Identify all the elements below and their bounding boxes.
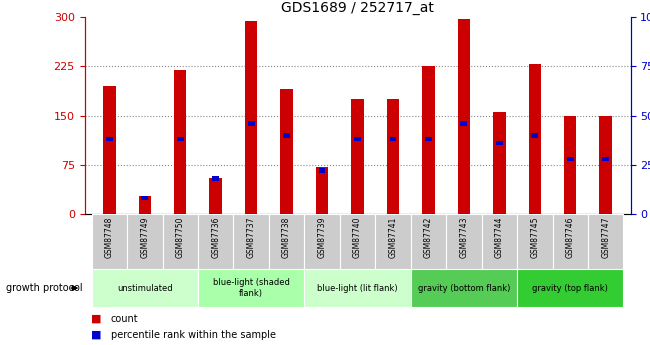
Bar [233,214,269,269]
Text: GSM87740: GSM87740 [353,217,362,258]
Bar [209,178,222,214]
Bar [92,269,198,307]
Text: GSM87745: GSM87745 [530,217,540,258]
Bar [318,168,326,173]
Bar [174,70,187,214]
Text: GSM87750: GSM87750 [176,217,185,258]
Bar [599,116,612,214]
Bar [354,137,361,141]
Bar [552,214,588,269]
Bar [162,214,198,269]
Bar [198,214,233,269]
Bar [446,214,482,269]
Text: gravity (top flank): gravity (top flank) [532,284,608,293]
Text: GSM87744: GSM87744 [495,217,504,258]
Text: GSM87748: GSM87748 [105,217,114,258]
Bar [351,99,364,214]
Text: GSM87746: GSM87746 [566,217,575,258]
Bar [92,214,127,269]
Bar [138,196,151,214]
Bar [603,157,609,161]
Bar [141,196,148,200]
Bar [280,89,292,214]
Bar [460,121,467,126]
Text: GSM87738: GSM87738 [282,217,291,258]
Bar [517,214,552,269]
Bar [245,20,257,214]
Text: growth protocol: growth protocol [6,283,83,293]
Bar [387,99,399,214]
Title: GDS1689 / 252717_at: GDS1689 / 252717_at [281,1,434,15]
Text: GSM87736: GSM87736 [211,217,220,258]
Bar [493,112,506,214]
Text: blue-light (lit flank): blue-light (lit flank) [317,284,398,293]
Bar [531,133,538,138]
Bar [411,269,517,307]
Bar [425,137,432,141]
Bar [567,157,574,161]
Bar [496,141,502,145]
Text: GSM87749: GSM87749 [140,217,150,258]
Text: GSM87747: GSM87747 [601,217,610,258]
Text: percentile rank within the sample: percentile rank within the sample [111,330,276,339]
Bar [127,214,162,269]
Bar [458,19,470,214]
Bar [588,214,623,269]
Text: count: count [111,314,138,324]
Bar [177,137,184,141]
Bar [528,65,541,214]
Text: gravity (bottom flank): gravity (bottom flank) [418,284,510,293]
Text: GSM87743: GSM87743 [460,217,469,258]
Text: ■: ■ [91,330,101,339]
Bar [103,86,116,214]
Bar [422,66,435,214]
Bar [389,137,396,141]
Bar [375,214,411,269]
Text: GSM87739: GSM87739 [318,217,326,258]
Bar [304,269,411,307]
Bar [269,214,304,269]
Text: unstimulated: unstimulated [117,284,173,293]
Bar [340,214,375,269]
Bar [482,214,517,269]
Bar [198,269,304,307]
Bar [248,121,255,126]
Text: GSM87742: GSM87742 [424,217,433,258]
Bar [316,167,328,214]
Text: blue-light (shaded
flank): blue-light (shaded flank) [213,278,289,298]
Bar [283,133,290,138]
Bar [411,214,446,269]
Text: ■: ■ [91,314,101,324]
Text: GSM87741: GSM87741 [389,217,397,258]
Bar [106,137,112,141]
Text: GSM87737: GSM87737 [246,217,255,258]
Bar [304,214,340,269]
Bar [564,116,577,214]
Bar [517,269,623,307]
Bar [213,176,219,181]
